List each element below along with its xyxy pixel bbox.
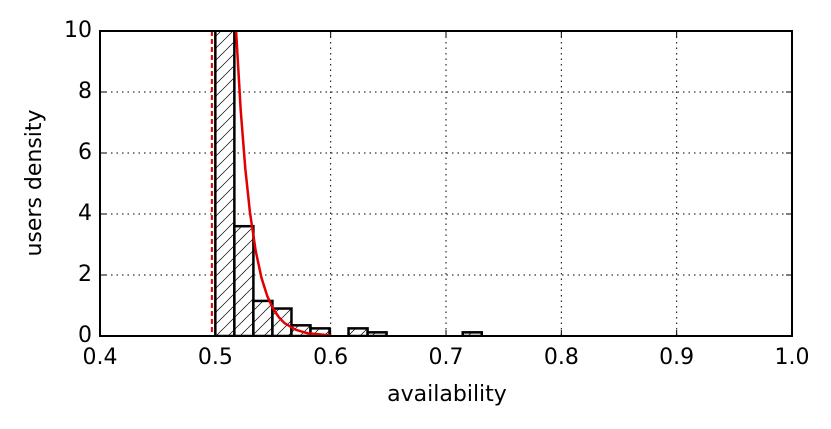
bar-hatch	[367, 332, 387, 336]
plot-area	[210, 31, 484, 336]
bar-hatch	[462, 332, 482, 336]
x-tick-label: 0.6	[313, 345, 348, 370]
bar-hatch	[310, 328, 330, 336]
y-tick-label: 2	[78, 262, 92, 287]
y-tick-label: 6	[78, 140, 92, 165]
y-tick-label: 8	[78, 79, 92, 104]
y-axis-label: users density	[22, 109, 47, 256]
density-curve	[234, 31, 331, 336]
x-tick-label: 0.7	[429, 345, 464, 370]
y-tick-label: 10	[64, 18, 92, 43]
x-tick-label: 0.5	[198, 345, 233, 370]
bar-hatch	[215, 31, 235, 336]
x-axis-label: availability	[387, 382, 507, 407]
bar-hatch	[234, 226, 254, 336]
x-tick-label: 0.4	[83, 345, 118, 370]
y-tick-label: 4	[78, 201, 92, 226]
x-tick-label: 0.9	[659, 345, 694, 370]
x-tick-label: 1.0	[775, 345, 810, 370]
x-tick-label: 0.8	[544, 345, 579, 370]
y-tick-label: 0	[78, 323, 92, 348]
bar-hatch	[253, 300, 273, 336]
plot-frame	[99, 30, 793, 337]
bar-hatch	[348, 328, 368, 336]
